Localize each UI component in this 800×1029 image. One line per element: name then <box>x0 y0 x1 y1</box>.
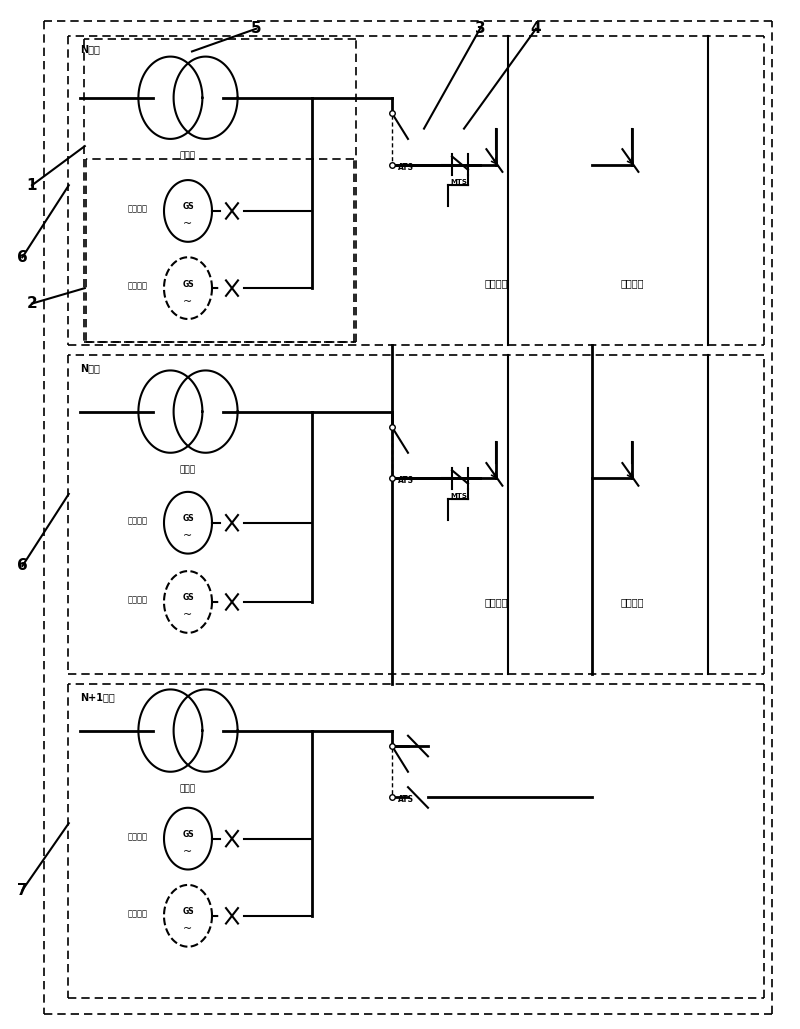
Text: MTS: MTS <box>450 179 467 185</box>
Text: ATS: ATS <box>398 163 414 172</box>
Text: GS: GS <box>182 830 194 839</box>
Text: GS: GS <box>182 594 194 602</box>
Text: GS: GS <box>182 280 194 288</box>
Text: 应急油机: 应急油机 <box>128 596 148 604</box>
Text: 1: 1 <box>26 178 38 192</box>
Text: 固定油机: 固定油机 <box>128 832 148 841</box>
Text: ATS: ATS <box>398 795 414 805</box>
Text: 变压器: 变压器 <box>180 784 196 793</box>
Text: 5: 5 <box>250 22 262 36</box>
Text: 变压器: 变压器 <box>180 465 196 474</box>
Text: 负载主用: 负载主用 <box>484 597 508 607</box>
Text: GS: GS <box>182 908 194 916</box>
Text: 应急油机: 应急油机 <box>128 282 148 290</box>
Text: N主用: N主用 <box>80 44 100 55</box>
Text: 固定油机: 固定油机 <box>128 205 148 213</box>
Text: GS: GS <box>182 203 194 211</box>
Text: ~: ~ <box>183 610 193 620</box>
Text: ~: ~ <box>183 924 193 934</box>
Text: 7: 7 <box>17 883 28 897</box>
Text: 负载主用: 负载主用 <box>484 278 508 288</box>
Text: N+1备用: N+1备用 <box>80 693 114 703</box>
Text: 负载备用: 负载备用 <box>620 597 644 607</box>
Text: ~: ~ <box>183 531 193 541</box>
Text: GS: GS <box>182 514 194 523</box>
Text: ~: ~ <box>183 296 193 307</box>
Text: ~: ~ <box>183 847 193 857</box>
Text: 变压器: 变压器 <box>180 151 196 161</box>
Text: 6: 6 <box>17 250 28 264</box>
Text: 6: 6 <box>17 559 28 573</box>
Text: ATS: ATS <box>398 476 414 486</box>
Text: N主用: N主用 <box>80 363 100 374</box>
Text: 固定油机: 固定油机 <box>128 517 148 525</box>
Text: 应急油机: 应急油机 <box>128 910 148 918</box>
Text: 2: 2 <box>26 296 38 311</box>
Text: 负载备用: 负载备用 <box>620 278 644 288</box>
Text: 3: 3 <box>474 22 486 36</box>
Text: ~: ~ <box>183 219 193 229</box>
Text: MTS: MTS <box>450 493 467 499</box>
Text: 4: 4 <box>530 22 542 36</box>
